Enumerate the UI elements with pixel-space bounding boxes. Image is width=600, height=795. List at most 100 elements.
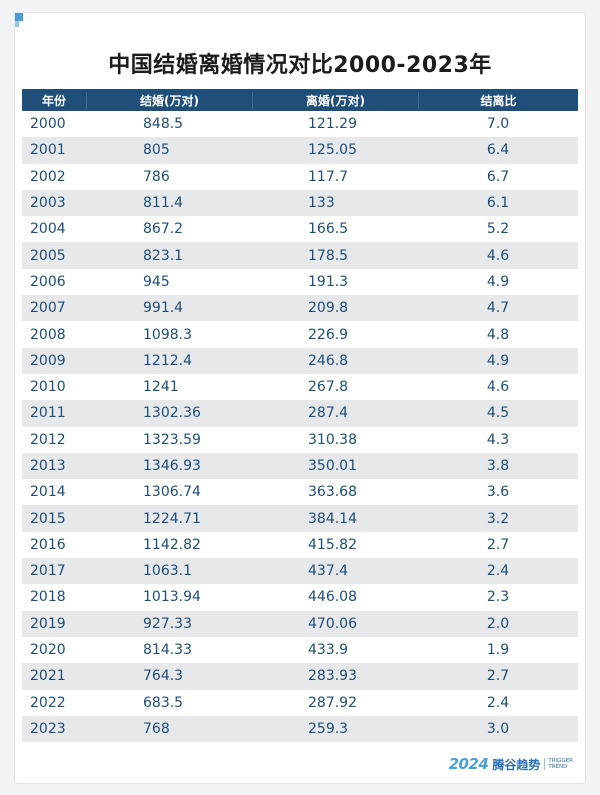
- cell-year: 2001: [30, 142, 66, 159]
- brand-name-en-line2: TREND: [548, 764, 568, 770]
- cell-divorce: 166.5: [308, 221, 349, 238]
- cell-ratio: 1.9: [486, 642, 510, 659]
- brand-logo-icon: 2024: [448, 755, 489, 773]
- table-row: 2015 1224.71 384.14 3.2: [22, 505, 578, 532]
- cell-divorce: 133: [308, 195, 335, 212]
- table-row: 2001 805 125.05 6.4: [22, 137, 578, 164]
- data-table: 年份 结婚(万对) 离婚(万对) 结离比 2000 848.5 121.29 7.0 2…: [22, 89, 578, 743]
- cell-divorce: 446.08: [308, 589, 357, 606]
- cell-ratio: 6.4: [486, 142, 510, 159]
- table-header: 年份 结婚(万对) 离婚(万对) 结离比: [22, 89, 578, 111]
- cell-year: 2008: [30, 326, 66, 343]
- table-row: 2019 927.33 470.06 2.0: [22, 610, 578, 637]
- table-body: 2000 848.5 121.29 7.0 2001 805 125.05 6.4 2002 78…: [22, 111, 578, 743]
- cell-year: 2009: [30, 352, 66, 369]
- cell-marriage: 1241: [143, 379, 179, 396]
- brand-name-en-line1: TRIGGER: [548, 758, 573, 764]
- cell-year: 2003: [30, 195, 66, 212]
- cell-ratio: 2.0: [486, 615, 510, 632]
- cell-ratio: 4.8: [486, 326, 510, 343]
- cell-year: 2005: [30, 247, 66, 264]
- table-row: 2005 823.1 178.5 4.6: [22, 242, 578, 269]
- cell-year: 2010: [30, 379, 66, 396]
- cell-divorce: 310.38: [308, 431, 357, 448]
- cell-divorce: 470.06: [308, 615, 357, 632]
- table-row: 2017 1063.1 437.4 2.4: [22, 558, 578, 585]
- brand-logo: 2024 腾谷趋势 TRIGGER TREND: [449, 755, 573, 773]
- cell-ratio: 6.1: [486, 195, 510, 212]
- table-row: 2020 814.33 433.9 1.9: [22, 636, 578, 664]
- table-row: 2016 1142.82 415.82 2.7: [22, 531, 578, 559]
- table-row: 2007 991.4 209.8 4.7: [22, 295, 578, 322]
- cell-marriage: 1224.71: [143, 510, 201, 527]
- header-marriage: 结婚(万对): [86, 91, 252, 109]
- cell-ratio: 4.6: [486, 379, 510, 396]
- cell-divorce: 259.3: [308, 720, 349, 737]
- table-row: 2018 1013.94 446.08 2.3: [22, 584, 578, 611]
- cell-year: 2023: [30, 720, 66, 737]
- table-row: 2010 1241 267.8 4.6: [22, 373, 578, 401]
- cell-marriage: 768: [143, 720, 170, 737]
- table-row: 2004 867.2 166.5 5.2: [22, 216, 578, 243]
- table-row: 2012 1323.59 310.38 4.3: [22, 426, 578, 453]
- cell-marriage: 927.33: [143, 615, 192, 632]
- brand-name-en: TRIGGER TREND: [544, 758, 573, 770]
- cell-ratio: 4.9: [486, 352, 510, 369]
- cell-divorce: 209.8: [308, 300, 349, 317]
- cell-marriage: 1346.93: [143, 458, 201, 474]
- header-year: 年份: [41, 93, 66, 108]
- cell-marriage: 823.1: [143, 247, 184, 264]
- cell-marriage: 867.2: [143, 221, 184, 238]
- cell-divorce: 267.8: [308, 379, 349, 396]
- cell-year: 2017: [30, 563, 66, 580]
- corner-bracket-icon: [15, 13, 23, 27]
- cell-ratio: 2.7: [486, 536, 510, 553]
- cell-year: 2011: [30, 405, 66, 422]
- table-row: 2003 811.4 133 6.1: [22, 189, 578, 217]
- cell-marriage: 786: [143, 168, 170, 185]
- cell-divorce: 191.3: [308, 273, 349, 290]
- table-row: 2009 1212.4 246.8 4.9: [22, 347, 578, 374]
- cell-divorce: 178.5: [308, 247, 349, 264]
- cell-divorce: 433.9: [308, 642, 349, 659]
- cell-ratio: 2.4: [486, 563, 510, 580]
- cell-marriage: 811.4: [143, 195, 184, 212]
- cell-marriage: 848.5: [143, 116, 184, 133]
- cell-ratio: 3.8: [486, 458, 510, 474]
- cell-marriage: 683.5: [143, 694, 184, 711]
- cell-year: 2007: [30, 300, 66, 317]
- cell-ratio: 7.0: [486, 116, 510, 133]
- cell-year: 2019: [30, 615, 66, 632]
- cell-marriage: 991.4: [143, 300, 184, 317]
- table-row: 2021 764.3 283.93 2.7: [22, 663, 578, 690]
- cell-divorce: 125.05: [308, 142, 357, 159]
- table-row: 2000 848.5 121.29 7.0: [22, 111, 578, 138]
- cell-year: 2021: [30, 668, 66, 685]
- cell-marriage: 814.33: [143, 642, 192, 659]
- cell-divorce: 121.29: [308, 116, 357, 133]
- table-row: 2022 683.5 287.92 2.4: [22, 689, 578, 716]
- cell-year: 2012: [30, 431, 66, 448]
- cell-ratio: 4.6: [486, 247, 510, 264]
- table-card: 中国结婚离婚情况对比2000-2023年 年份 结婚(万对) 离婚(万对) 结离…: [14, 12, 586, 784]
- cell-ratio: 3.0: [486, 720, 510, 737]
- cell-ratio: 3.2: [486, 510, 510, 527]
- table-row: 2008 1098.3 226.9 4.8: [22, 321, 578, 348]
- cell-marriage: 1302.36: [143, 405, 201, 422]
- cell-ratio: 4.9: [486, 273, 510, 290]
- cell-marriage: 1212.4: [143, 352, 192, 369]
- cell-ratio: 4.7: [486, 300, 510, 317]
- cell-marriage: 1142.82: [143, 536, 201, 553]
- cell-divorce: 415.82: [308, 536, 357, 553]
- cell-divorce: 246.8: [308, 352, 349, 369]
- cell-ratio: 2.7: [486, 668, 510, 685]
- cell-year: 2016: [30, 536, 66, 553]
- cell-marriage: 945: [143, 273, 170, 290]
- table-row: 2002 786 117.7 6.7: [22, 163, 578, 190]
- brand-name-cn: 腾谷趋势: [492, 757, 541, 772]
- table-row: 2011 1302.36 287.4 4.5: [22, 400, 578, 427]
- cell-divorce: 287.92: [308, 694, 357, 711]
- page-title: 中国结婚离婚情况对比2000-2023年: [108, 53, 492, 78]
- cell-divorce: 437.4: [308, 563, 349, 580]
- cell-divorce: 283.93: [308, 668, 357, 685]
